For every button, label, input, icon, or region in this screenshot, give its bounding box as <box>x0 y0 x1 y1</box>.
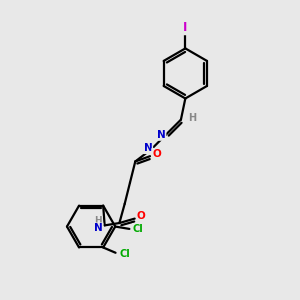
Text: N: N <box>144 143 152 153</box>
Text: H: H <box>153 150 160 159</box>
Text: O: O <box>152 149 161 159</box>
Text: I: I <box>183 21 188 34</box>
Text: H: H <box>94 217 102 226</box>
Text: Cl: Cl <box>119 249 130 259</box>
Text: N: N <box>157 130 166 140</box>
Text: N: N <box>94 223 103 233</box>
Text: O: O <box>137 211 146 221</box>
Text: Cl: Cl <box>133 224 144 234</box>
Text: H: H <box>188 113 196 123</box>
